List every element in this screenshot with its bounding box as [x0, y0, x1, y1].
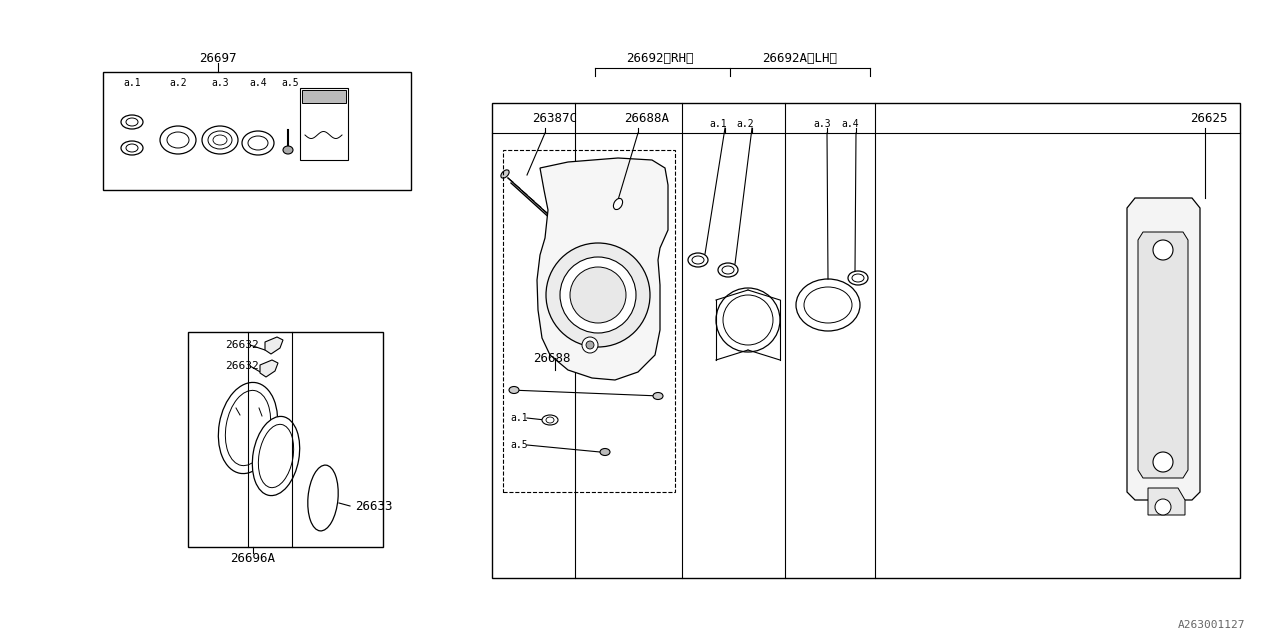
Text: 26633: 26633: [355, 499, 393, 513]
Polygon shape: [265, 337, 283, 354]
Text: a.1: a.1: [509, 413, 527, 423]
Ellipse shape: [212, 135, 227, 145]
Ellipse shape: [547, 243, 650, 347]
Text: 26697: 26697: [200, 51, 237, 65]
Bar: [300, 88, 348, 160]
Ellipse shape: [600, 449, 611, 456]
Ellipse shape: [541, 415, 558, 425]
Ellipse shape: [125, 118, 138, 126]
Text: a.5: a.5: [282, 78, 298, 88]
Text: a.5: a.5: [509, 440, 527, 450]
Text: 26692A〈LH〉: 26692A〈LH〉: [763, 51, 837, 65]
Ellipse shape: [1153, 452, 1172, 472]
Ellipse shape: [586, 341, 594, 349]
Ellipse shape: [804, 287, 852, 323]
Ellipse shape: [202, 126, 238, 154]
Ellipse shape: [500, 170, 509, 178]
Ellipse shape: [796, 279, 860, 331]
Ellipse shape: [653, 392, 663, 399]
Ellipse shape: [852, 274, 864, 282]
Ellipse shape: [723, 295, 773, 345]
Polygon shape: [1148, 488, 1185, 515]
Text: a.3: a.3: [813, 119, 831, 129]
Polygon shape: [1138, 232, 1188, 478]
Polygon shape: [260, 360, 278, 377]
Text: 26625: 26625: [1190, 111, 1228, 125]
Ellipse shape: [849, 271, 868, 285]
Text: a.1: a.1: [123, 78, 141, 88]
Ellipse shape: [716, 288, 780, 352]
Text: a.1: a.1: [709, 119, 727, 129]
Polygon shape: [1126, 198, 1201, 500]
Text: 26387C: 26387C: [532, 111, 577, 125]
Ellipse shape: [207, 131, 232, 149]
Text: 26696A: 26696A: [230, 552, 275, 564]
Ellipse shape: [1155, 499, 1171, 515]
Text: a.3: a.3: [211, 78, 229, 88]
Ellipse shape: [547, 417, 554, 423]
Ellipse shape: [613, 198, 622, 209]
Bar: [302, 90, 346, 103]
Text: 26692〈RH〉: 26692〈RH〉: [626, 51, 694, 65]
Text: a.4: a.4: [841, 119, 859, 129]
Ellipse shape: [125, 144, 138, 152]
Ellipse shape: [242, 131, 274, 155]
Ellipse shape: [252, 417, 300, 495]
Polygon shape: [538, 158, 668, 380]
Bar: [503, 150, 675, 492]
Ellipse shape: [160, 126, 196, 154]
Bar: [492, 103, 1240, 578]
Ellipse shape: [582, 337, 598, 353]
Text: 26688: 26688: [532, 351, 571, 365]
Ellipse shape: [219, 383, 278, 474]
Ellipse shape: [692, 256, 704, 264]
Text: a.2: a.2: [736, 119, 754, 129]
Ellipse shape: [1153, 240, 1172, 260]
Ellipse shape: [225, 390, 270, 466]
Ellipse shape: [166, 132, 189, 148]
Ellipse shape: [122, 115, 143, 129]
Text: a.4: a.4: [250, 78, 266, 88]
Ellipse shape: [122, 141, 143, 155]
Ellipse shape: [283, 146, 293, 154]
Text: 26632: 26632: [225, 361, 259, 371]
Ellipse shape: [689, 253, 708, 267]
Ellipse shape: [259, 424, 293, 488]
Bar: [102, 72, 411, 190]
Ellipse shape: [722, 266, 733, 274]
Text: a.2: a.2: [169, 78, 187, 88]
Ellipse shape: [561, 257, 636, 333]
Text: 26632: 26632: [225, 340, 259, 350]
Ellipse shape: [509, 387, 518, 394]
Bar: [188, 332, 383, 547]
Ellipse shape: [718, 263, 739, 277]
Ellipse shape: [570, 267, 626, 323]
Ellipse shape: [307, 465, 338, 531]
Ellipse shape: [248, 136, 268, 150]
Text: 26688A: 26688A: [625, 111, 669, 125]
Text: A263001127: A263001127: [1178, 620, 1245, 630]
